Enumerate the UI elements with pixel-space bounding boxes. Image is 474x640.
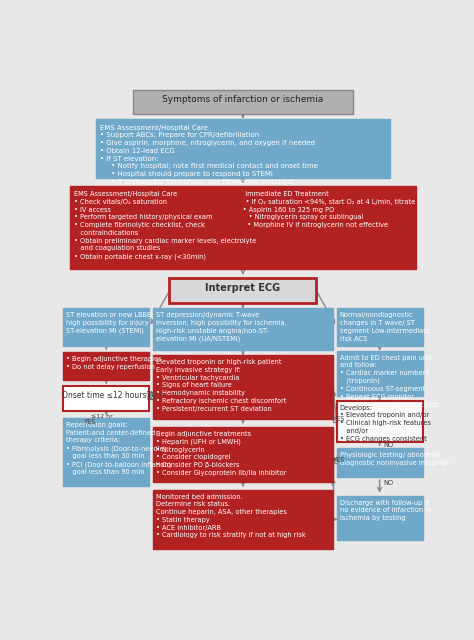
Text: Begin adjunctive treatments
• Heparin (UFH or LMWH)
• Nitroglycerin
• Consider c: Begin adjunctive treatments • Heparin (U… <box>156 431 286 476</box>
FancyBboxPatch shape <box>153 490 333 549</box>
Text: Normal/nondiagnostic
changes in T wave/ ST
segment Low-intermediate
risk ACS: Normal/nondiagnostic changes in T wave/ … <box>339 312 429 342</box>
Text: Develops:
• Elevated troponin and/or
• Clinical high-risk features
   and/or
• E: Develops: • Elevated troponin and/or • C… <box>339 404 430 442</box>
Text: EMS Assessment/Hospital Care
• Support ABCs; Prepare for CPR/defibrillation
• Gi: EMS Assessment/Hospital Care • Support A… <box>100 125 318 185</box>
FancyBboxPatch shape <box>63 352 149 380</box>
FancyBboxPatch shape <box>63 387 149 411</box>
FancyBboxPatch shape <box>337 495 423 540</box>
Text: YES: YES <box>84 419 97 425</box>
Text: Interpret ECG: Interpret ECG <box>205 283 281 292</box>
Text: Reperfusion goals:
Patient-and center-defined
therapy criteria:
• Fibrinolysis (: Reperfusion goals: Patient-and center-de… <box>66 422 171 476</box>
Text: Discharge with follow-up if
no evidence of infarction or
ischemia by testing: Discharge with follow-up if no evidence … <box>339 500 432 521</box>
FancyBboxPatch shape <box>337 308 423 346</box>
Text: NO: NO <box>383 442 393 449</box>
FancyBboxPatch shape <box>153 308 333 350</box>
Text: Physiologic testing/ abnormal
diagnostic noninvasive imaging?: Physiologic testing/ abnormal diagnostic… <box>339 452 449 466</box>
FancyBboxPatch shape <box>337 449 423 477</box>
Text: YES: YES <box>333 416 346 422</box>
FancyBboxPatch shape <box>169 278 316 303</box>
Text: Admit to ED chest pain unit
and follow:
• Cardiac marker numbers
   (troponin)
•: Admit to ED chest pain unit and follow: … <box>339 355 438 408</box>
FancyBboxPatch shape <box>153 355 333 419</box>
Text: Onset time ≤12 hours?: Onset time ≤12 hours? <box>62 391 150 400</box>
FancyBboxPatch shape <box>96 118 390 178</box>
Text: YES: YES <box>333 457 346 463</box>
Text: EMS Assessment/Hospital Care                                Immediate ED Treatme: EMS Assessment/Hospital Care Immediate E… <box>74 191 415 260</box>
FancyBboxPatch shape <box>63 308 149 346</box>
FancyBboxPatch shape <box>133 90 353 114</box>
FancyBboxPatch shape <box>63 418 149 486</box>
Text: Elevated troponin or high-risk patient
Early invasive strategy if:
• Ventricular: Elevated troponin or high-risk patient E… <box>156 359 286 412</box>
FancyBboxPatch shape <box>70 186 416 269</box>
Text: Symptoms of infarction or ischemia: Symptoms of infarction or ischemia <box>162 95 324 104</box>
FancyBboxPatch shape <box>337 401 423 442</box>
Text: NO: NO <box>383 481 393 486</box>
FancyBboxPatch shape <box>337 351 423 396</box>
FancyBboxPatch shape <box>153 427 333 482</box>
Text: ST elevation or new LBBB;
high possibility for injury
ST-elevation MI (STEMI): ST elevation or new LBBB; high possibili… <box>66 312 154 334</box>
Text: ST depression/dynamic T-wave
inversion; high possibility for ischemia.
High-risk: ST depression/dynamic T-wave inversion; … <box>156 312 287 342</box>
Text: >12 hr: >12 hr <box>145 392 166 397</box>
Text: NO: NO <box>146 396 156 401</box>
Text: ≤12 hr: ≤12 hr <box>91 414 112 419</box>
Text: Monitored bed admission.
Determine risk status.
Continue heparin, ASA, other the: Monitored bed admission. Determine risk … <box>156 493 306 538</box>
Text: • Begin adjunctive therapies
• Do not delay reperfusion: • Begin adjunctive therapies • Do not de… <box>66 356 162 370</box>
